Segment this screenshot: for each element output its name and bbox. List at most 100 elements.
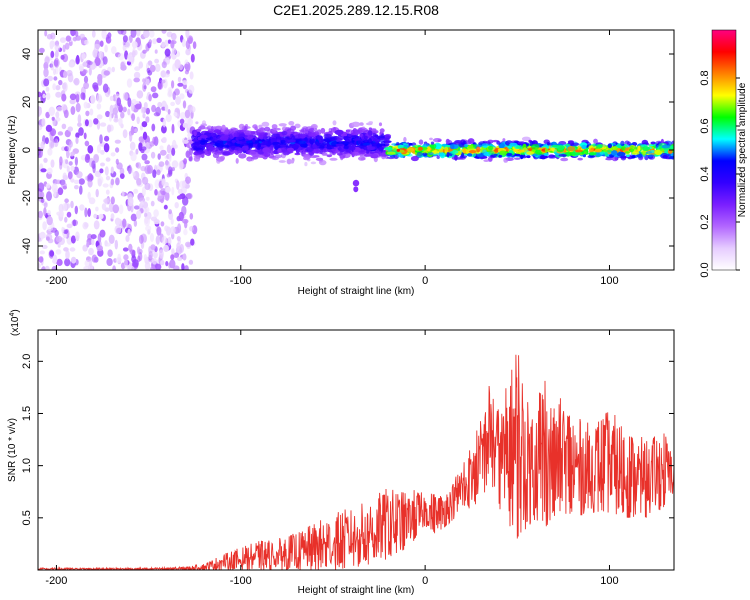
heatmap-cell (64, 42, 70, 50)
heatmap-cell (41, 244, 48, 249)
heatmap-cell (55, 249, 62, 255)
heatmap-cell (184, 63, 189, 70)
heatmap-cell (66, 165, 70, 173)
heatmap-cell (45, 183, 51, 189)
heatmap-cell (84, 140, 90, 147)
heatmap-cell (88, 67, 92, 76)
heatmap-cell (39, 47, 45, 54)
heatmap-cell (40, 141, 45, 150)
heatmap-cell (47, 148, 53, 156)
heatmap-cell (164, 104, 169, 112)
heatmap-cell (77, 114, 82, 124)
heatmap-cell (206, 125, 212, 131)
heatmap-cell (161, 61, 167, 69)
heatmap-cell (429, 143, 437, 149)
heatmap-cell (143, 30, 150, 38)
heatmap-cell (185, 48, 191, 56)
heatmap-cell (177, 82, 184, 87)
heatmap-cell (587, 155, 595, 159)
heatmap-cell (52, 83, 57, 91)
heatmap-cell (370, 154, 379, 159)
heatmap-cell (483, 159, 490, 162)
heatmap-cell (238, 123, 245, 130)
heatmap-cell (201, 153, 205, 159)
heatmap-cell (104, 135, 110, 142)
heatmap-cell (625, 151, 630, 154)
heatmap-cell (96, 245, 104, 252)
heatmap-cell (102, 183, 109, 188)
heatmap-cell (328, 128, 333, 133)
heatmap-cell (190, 106, 196, 113)
heatmap-cell (550, 147, 555, 151)
snr-panel: -200 -100 0 100 0.5 1.0 1.5 2.0 (x104) Height o… (7, 309, 675, 596)
heatmap-cell (70, 235, 76, 244)
heatmap-cell (81, 39, 85, 45)
heatmap-cell (45, 137, 49, 145)
heatmap-cell (154, 263, 162, 270)
heatmap-cell (274, 127, 281, 131)
heatmap-cell (93, 154, 99, 163)
heatmap-cell (46, 92, 51, 100)
heatmap-cell (86, 241, 90, 248)
heatmap-cell (114, 139, 121, 144)
heatmap-cell (122, 106, 127, 113)
heatmap-cell (277, 148, 282, 153)
heatmap-cell (100, 122, 107, 127)
heatmap-cell (108, 234, 115, 244)
heatmap-cell (94, 170, 102, 178)
heatmap-cell (340, 141, 350, 145)
heatmap-cell (162, 136, 167, 144)
heatmap-cell (78, 127, 84, 136)
heatmap-cell (105, 157, 111, 162)
heatmap-cell (188, 37, 193, 45)
heatmap-cell (168, 166, 173, 175)
heatmap-cell (246, 134, 255, 140)
heatmap-cell (526, 155, 531, 159)
heatmap-cell (219, 144, 224, 148)
heatmap-cell (95, 188, 99, 198)
heatmap-cell (142, 113, 146, 119)
heatmap-cell (46, 236, 50, 241)
heatmap-cell (151, 123, 156, 132)
heatmap-cell (294, 134, 303, 139)
heatmap-cell (214, 137, 218, 142)
heatmap-cell (161, 235, 168, 245)
heatmap-cell (50, 159, 55, 168)
heatmap-cell (260, 127, 265, 130)
heatmap-cell (188, 156, 193, 162)
heatmap-cell (647, 154, 653, 158)
heatmap-cell (138, 234, 144, 244)
heatmap-cell (176, 236, 181, 242)
colorbar-tick-label: 0.6 (699, 118, 711, 133)
heatmap-cell (426, 146, 431, 152)
heatmap-cell (310, 125, 317, 128)
heatmap-cell (193, 156, 201, 162)
heatmap-cell (75, 102, 81, 113)
heatmap-cell (70, 178, 75, 183)
heatmap-cell (145, 206, 150, 214)
heatmap-cell (115, 177, 120, 186)
heatmap-cell (136, 30, 141, 37)
heatmap-cell (177, 76, 182, 83)
heatmap-cell (82, 61, 88, 67)
heatmap-cell (84, 259, 91, 267)
heatmap-cell (449, 144, 455, 150)
heatmap-cell (238, 153, 247, 159)
heatmap-cell (136, 90, 144, 99)
heatmap-cell (481, 143, 489, 148)
heatmap-cell (103, 70, 111, 76)
heatmap-cell (62, 175, 68, 181)
heatmap-cell (278, 160, 286, 163)
heatmap-cell (117, 53, 125, 61)
heatmap-cell (123, 258, 128, 268)
heatmap-cell (334, 129, 344, 135)
heatmap-cell (436, 145, 442, 150)
heatmap-cell (397, 154, 404, 158)
heatmap-cell (518, 149, 525, 153)
heatmap-cell (99, 40, 104, 47)
heatmap-cell (661, 144, 671, 149)
snr-plot-area (38, 330, 674, 570)
heatmap-cell (188, 259, 194, 265)
y-tick-label: 2.0 (21, 354, 33, 369)
heatmap-cell (366, 149, 370, 154)
